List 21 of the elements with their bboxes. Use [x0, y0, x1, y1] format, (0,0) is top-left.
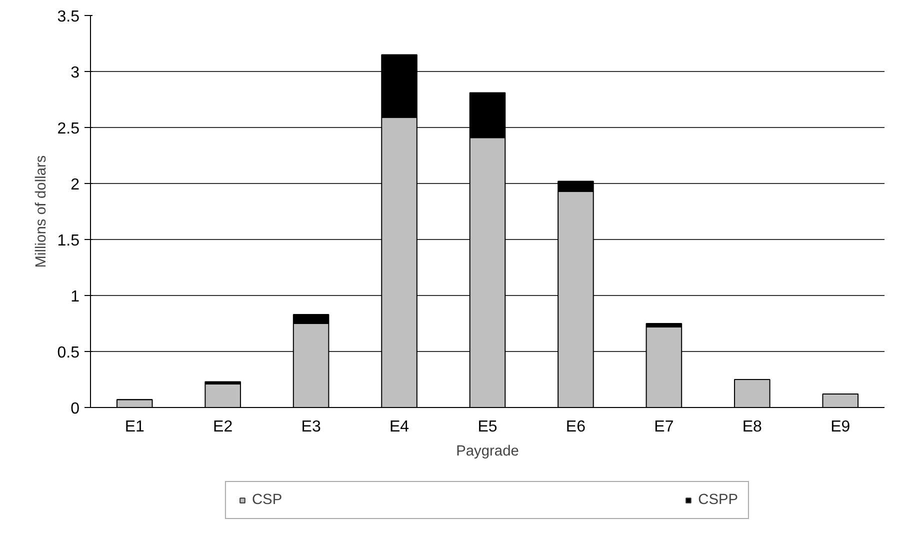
y-tick-label: 3: [70, 64, 80, 82]
x-tick-label: E8: [742, 418, 762, 436]
x-tick-label: E4: [389, 418, 410, 436]
x-tick-label: E3: [301, 418, 321, 436]
legend-label: CSPP: [698, 492, 738, 508]
y-tick-label: 0: [70, 400, 80, 418]
y-tick-label: 2: [70, 176, 80, 194]
x-tick-label: E6: [566, 418, 586, 436]
y-tick-label: 0.5: [57, 344, 80, 362]
y-tick-label: 3.5: [57, 8, 80, 26]
y-tick-label: 1: [70, 288, 80, 306]
y-tick-label: 2.5: [57, 120, 80, 138]
y-axis-title: Millions of dollars: [33, 155, 50, 268]
x-tick-label: E7: [654, 418, 674, 436]
legend-label: CSP: [252, 492, 282, 508]
x-axis-title: Paygrade: [456, 444, 519, 460]
x-tick-label: E5: [478, 418, 498, 436]
x-tick-label: E1: [124, 418, 144, 436]
x-tick-label: E9: [830, 418, 850, 436]
y-tick-label: 1.5: [57, 232, 80, 250]
x-tick-label: E2: [213, 418, 233, 436]
